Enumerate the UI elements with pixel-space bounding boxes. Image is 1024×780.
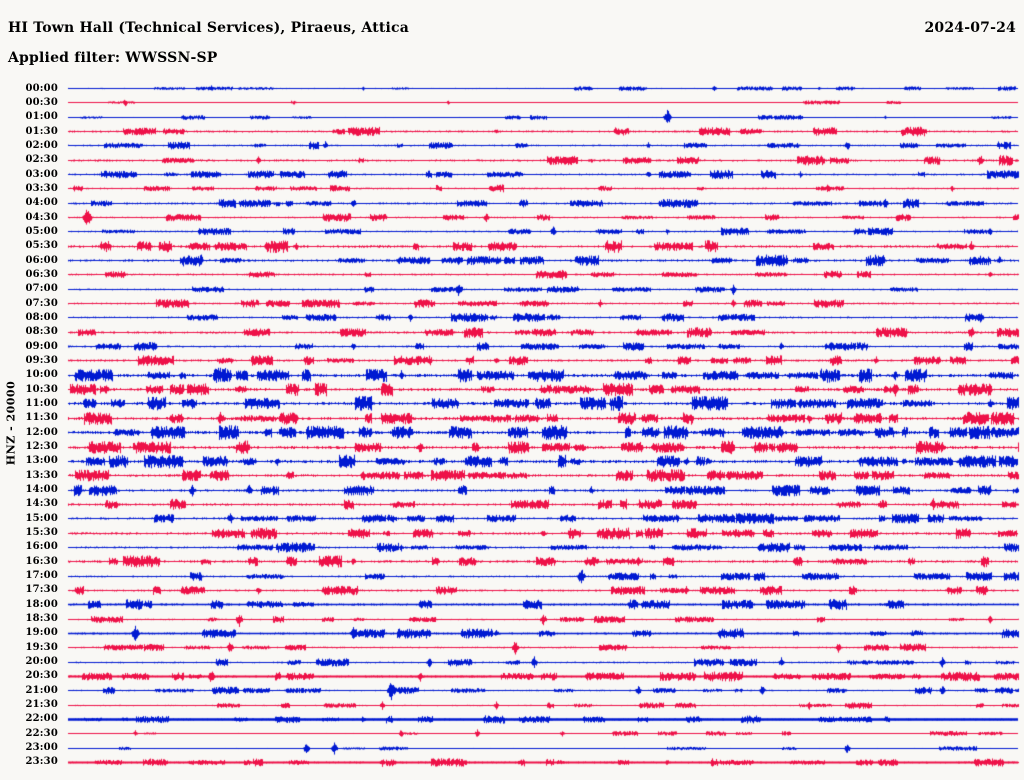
time-label: 11:30 [25,412,58,424]
applied-filter-label: Applied filter: WWSSN-SP [8,50,218,66]
time-label: 11:00 [25,397,58,409]
time-label: 16:00 [25,541,58,553]
time-label: 22:00 [25,713,58,725]
time-label: 14:30 [25,498,58,510]
time-label: 15:30 [25,527,58,539]
time-label: 13:30 [25,469,58,481]
time-label: 00:30 [25,96,58,108]
time-label: 13:00 [25,455,58,467]
time-label: 09:30 [25,354,58,366]
time-label: 08:30 [25,326,58,338]
time-label: 06:30 [25,268,58,280]
time-label: 05:30 [25,240,58,252]
time-label: 19:30 [25,641,58,653]
time-label: 00:00 [25,82,58,94]
time-label: 04:30 [25,211,58,223]
time-label: 01:30 [25,125,58,137]
time-label: 12:00 [25,426,58,438]
time-label: 09:00 [25,340,58,352]
record-date: 2024-07-24 [924,20,1016,36]
time-label: 17:00 [25,570,58,582]
time-label: 14:00 [25,484,58,496]
time-label: 05:00 [25,225,58,237]
time-label: 02:00 [25,139,58,151]
time-label: 03:30 [25,182,58,194]
time-label: 03:00 [25,168,58,180]
time-label: 18:30 [25,613,58,625]
time-label: 10:00 [25,369,58,381]
station-title: HI Town Hall (Technical Services), Pirae… [8,20,410,36]
time-label: 22:30 [25,727,58,739]
time-label: 16:30 [25,555,58,567]
time-label: 20:00 [25,656,58,668]
time-label: 07:00 [25,283,58,295]
time-label: 10:30 [25,383,58,395]
time-label: 01:00 [25,111,58,123]
time-label: 15:00 [25,512,58,524]
time-label: 20:30 [25,670,58,682]
time-label: 21:00 [25,684,58,696]
time-label: 18:00 [25,598,58,610]
time-label: 23:30 [25,756,58,768]
time-label: 08:00 [25,311,58,323]
time-label: 23:00 [25,742,58,754]
time-label: 12:30 [25,441,58,452]
time-label: 04:00 [25,197,58,209]
time-label: 21:30 [25,699,58,711]
time-label: 19:00 [25,627,58,639]
time-label: 07:30 [25,297,58,309]
time-label: 17:30 [25,584,58,596]
time-label: 06:00 [25,254,58,266]
time-label: 02:30 [25,154,58,166]
